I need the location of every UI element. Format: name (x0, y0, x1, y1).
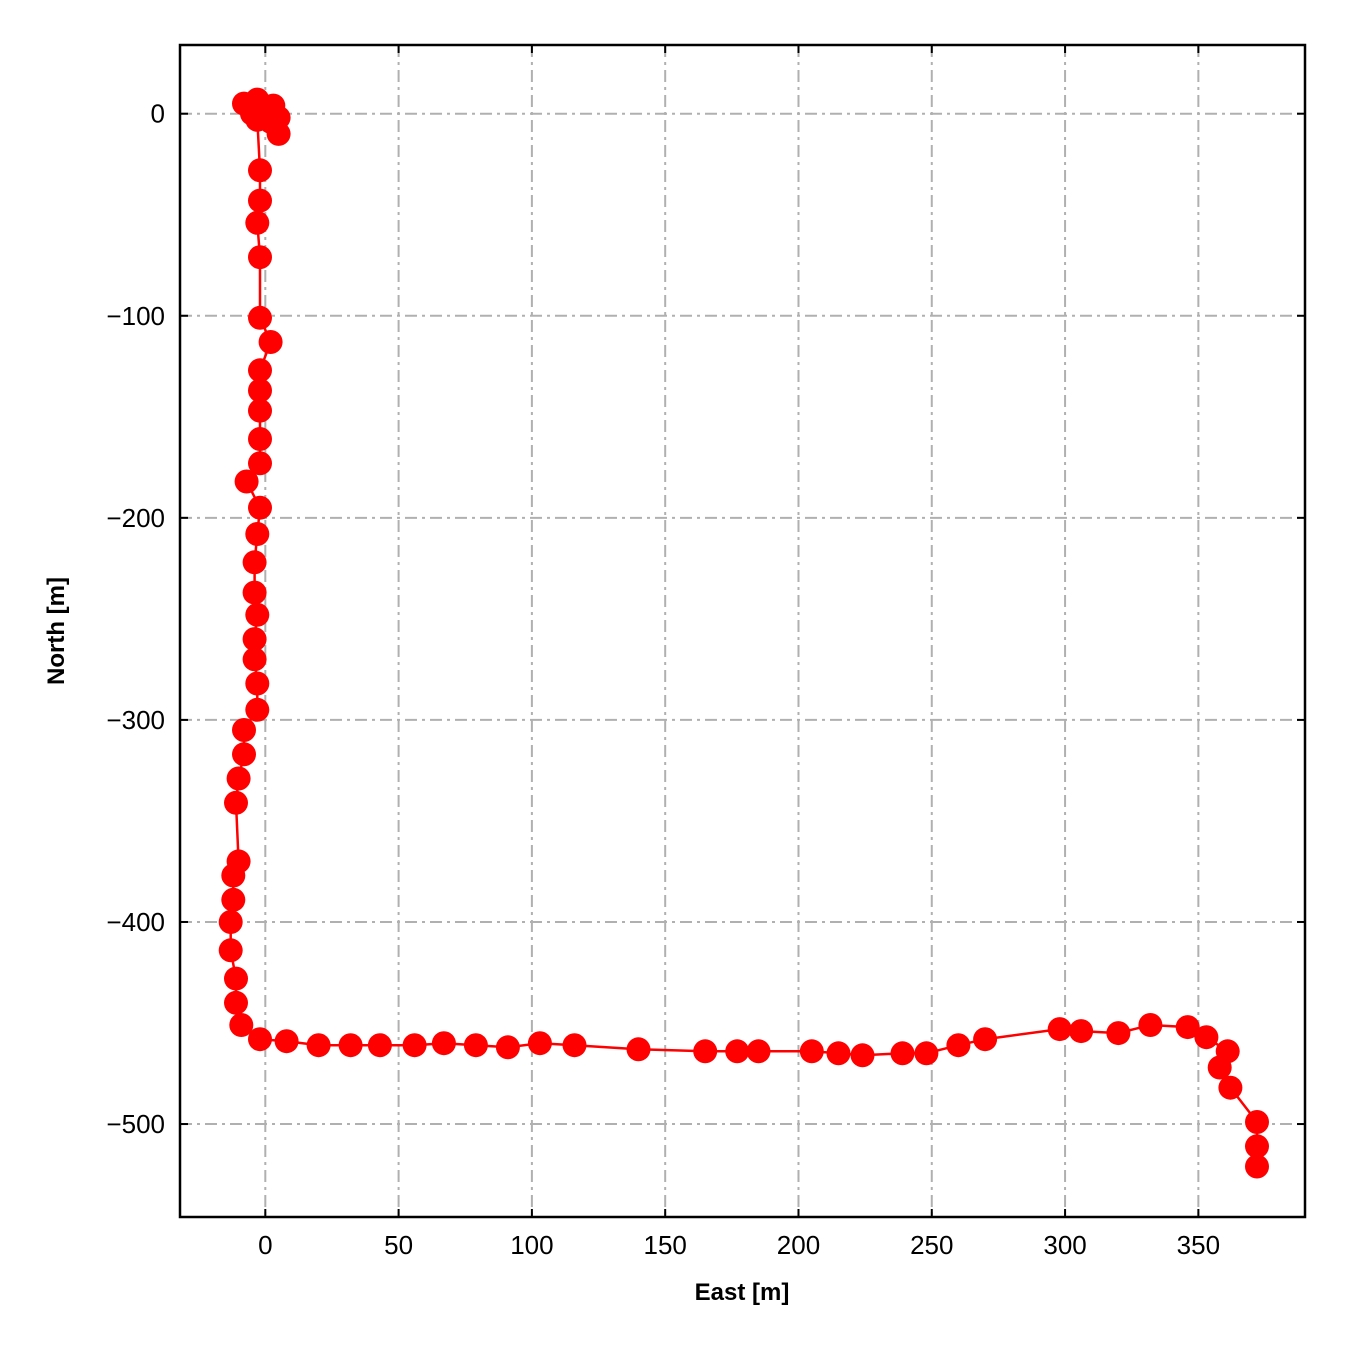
track-point (218, 910, 243, 934)
track-point (245, 107, 270, 132)
x-tick-label: 200 (777, 1230, 820, 1260)
x-tick-label: 0 (258, 1230, 272, 1260)
track-point (242, 627, 267, 652)
track-point (248, 188, 272, 213)
track-point (226, 766, 251, 791)
x-tick-label: 150 (643, 1230, 686, 1260)
track-point (248, 305, 272, 330)
track-point (232, 742, 256, 767)
y-tick-label: −400 (106, 907, 165, 937)
track-point (242, 647, 267, 672)
y-axis-label: North [m] (43, 577, 70, 685)
x-tick-label: 350 (1177, 1230, 1220, 1260)
track-point (725, 1039, 750, 1064)
track-point (248, 158, 272, 183)
track-point (799, 1039, 824, 1064)
track-point (431, 1031, 456, 1056)
track-point (248, 451, 272, 476)
plot-frame (178, 43, 1307, 1219)
x-tick-label: 250 (910, 1230, 953, 1260)
track-point (258, 330, 283, 354)
track-point (245, 210, 270, 235)
track-point (1194, 1025, 1219, 1050)
track-point (527, 1031, 552, 1056)
track-point (463, 1033, 488, 1058)
track-point (746, 1039, 771, 1064)
track-point (1106, 1021, 1131, 1046)
track-point (248, 1027, 272, 1052)
track-point (245, 697, 270, 722)
track-point (1207, 1055, 1232, 1080)
track-point (1069, 1019, 1094, 1044)
track-point (626, 1037, 651, 1062)
track-point (1138, 1013, 1163, 1037)
track-point (367, 1033, 392, 1058)
track-point (224, 966, 248, 991)
x-axis-label: East [m] (695, 1279, 790, 1306)
track-point (338, 1033, 363, 1058)
track-point (562, 1033, 587, 1058)
track-point (248, 358, 272, 383)
x-tick-label: 50 (384, 1230, 413, 1260)
track-point (232, 718, 256, 742)
track-point (224, 790, 248, 815)
track-point (218, 938, 243, 963)
x-tick-label: 300 (1043, 1230, 1086, 1260)
axis-ticks: 0 50 100 150 200 250 300 350 0 −100 −200 −300 −400 −5… (106, 45, 1305, 1260)
track-point (248, 427, 272, 451)
track-point (245, 602, 270, 627)
y-tick-label: −500 (106, 1109, 165, 1139)
track-point (221, 863, 246, 888)
y-tick-label: −300 (106, 705, 165, 735)
track-point (306, 1033, 331, 1058)
track-point (245, 522, 270, 546)
track-point (248, 245, 272, 270)
y-tick-label: 0 (151, 99, 165, 129)
track-point (1245, 1134, 1269, 1159)
track-point (1245, 1110, 1269, 1134)
track-point (234, 469, 259, 494)
track-point (402, 1033, 427, 1058)
track-point (973, 1027, 998, 1052)
track-point (914, 1041, 939, 1066)
y-tick-label: −100 (106, 301, 165, 331)
y-tick-label: −200 (106, 503, 165, 533)
track-point (248, 398, 272, 423)
track-series (218, 87, 1269, 1179)
track-point (1175, 1015, 1200, 1040)
track-point (850, 1043, 875, 1068)
track-point (229, 1013, 254, 1037)
track-point (1047, 1017, 1072, 1042)
track-point (693, 1039, 718, 1064)
track-point (1218, 1075, 1243, 1100)
track-point (274, 1029, 299, 1054)
track-point (248, 378, 272, 403)
track-point (242, 580, 267, 605)
track-point (221, 887, 246, 912)
track-point (946, 1033, 971, 1058)
track-point (495, 1035, 520, 1060)
track-point (1245, 1154, 1269, 1179)
track-point (242, 550, 267, 575)
x-tick-label: 100 (510, 1230, 553, 1260)
track-point (224, 990, 248, 1015)
track-point (890, 1041, 915, 1066)
track-point (248, 495, 272, 520)
track-point (826, 1041, 851, 1066)
track-point (245, 671, 270, 696)
